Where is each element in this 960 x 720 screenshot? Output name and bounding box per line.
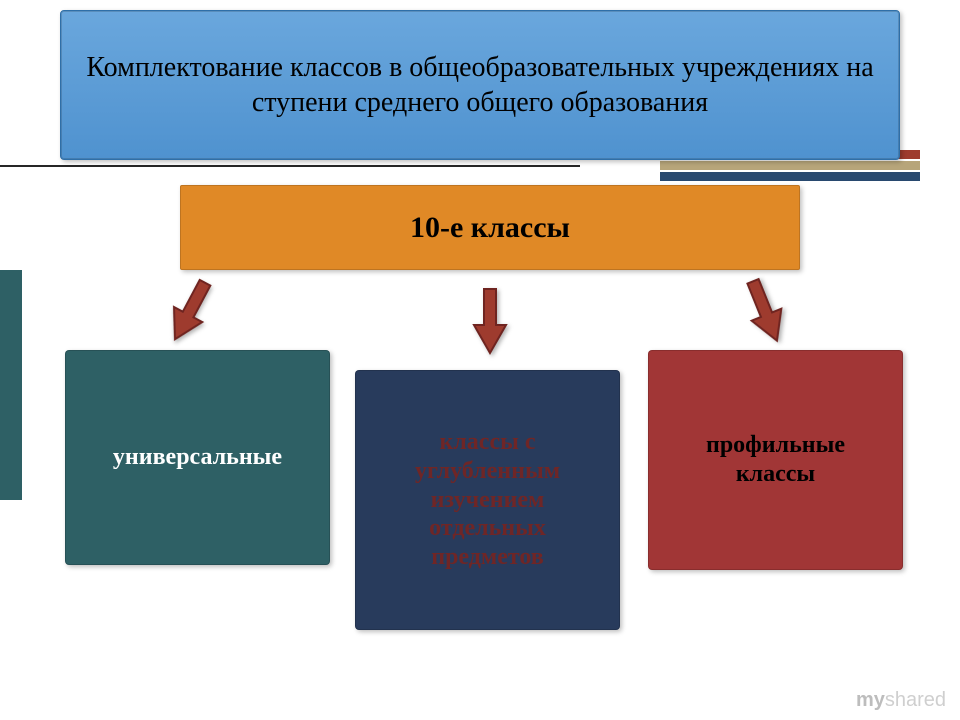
arrow-2 bbox=[470, 285, 510, 357]
accent-bar-2 bbox=[660, 161, 920, 170]
accent-sidebar bbox=[0, 270, 22, 500]
child-node-3: профильные классы bbox=[648, 350, 903, 570]
accent-bar-3 bbox=[660, 172, 920, 181]
accent-line bbox=[0, 165, 580, 167]
title-text: Комплектование классов в общеобразовател… bbox=[79, 50, 881, 120]
child-3-text: профильные классы bbox=[666, 431, 885, 489]
watermark-suffix: shared bbox=[885, 689, 946, 711]
watermark-prefix: my bbox=[856, 689, 885, 711]
slide: Комплектование классов в общеобразовател… bbox=[0, 0, 960, 720]
child-node-1: универсальные bbox=[65, 350, 330, 565]
arrow-1 bbox=[155, 270, 224, 352]
child-node-2: классы с углубленным изучением отдельных… bbox=[355, 370, 620, 630]
central-node: 10-е классы bbox=[180, 185, 800, 270]
title-box: Комплектование классов в общеобразовател… bbox=[60, 10, 900, 160]
watermark: myshared bbox=[856, 689, 946, 712]
arrow-3 bbox=[733, 270, 797, 352]
central-text: 10-е классы bbox=[410, 211, 570, 245]
child-1-text: универсальные bbox=[113, 443, 282, 472]
child-2-text: классы с углубленным изучением отдельных… bbox=[373, 428, 602, 572]
